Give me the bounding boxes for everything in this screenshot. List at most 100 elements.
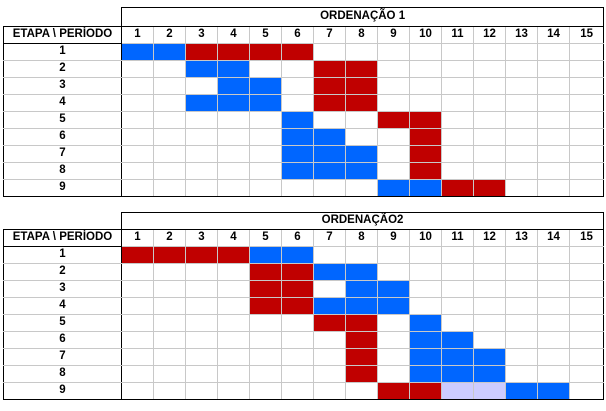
gantt-cell: [537, 314, 570, 332]
gantt-cell-filled: [313, 314, 346, 332]
row-label: 6: [3, 128, 122, 146]
row-label: 1: [3, 43, 122, 61]
gantt-cell: [217, 280, 250, 298]
gantt-cell: [153, 365, 186, 383]
gantt-cell: [473, 297, 506, 315]
gantt-cell-filled: [281, 263, 314, 281]
gantt-cell: [313, 348, 346, 366]
gantt-cell: [568, 246, 605, 264]
gantt-cell-filled: [313, 263, 346, 281]
gantt-cell: [281, 94, 314, 112]
gantt-cell: [377, 128, 410, 146]
gantt-cell-filled: [473, 179, 506, 197]
gantt-cell-filled: [345, 263, 378, 281]
period-header: 2: [153, 229, 186, 247]
gantt-cell: [505, 280, 538, 298]
gantt-cell: [441, 162, 474, 180]
gantt-cell: [505, 43, 538, 61]
gantt-cell: [281, 365, 314, 383]
gantt-cell: [249, 162, 282, 180]
gantt-cell: [313, 111, 346, 129]
gantt-cell-filled: [345, 365, 378, 383]
gantt-cell: [217, 179, 250, 197]
gantt-cell: [568, 145, 605, 163]
gantt-cell-filled: [345, 314, 378, 332]
row-label: 7: [3, 145, 122, 163]
row-label: 8: [3, 365, 122, 383]
gantt-cell: [473, 246, 506, 264]
period-header: 12: [473, 229, 506, 247]
period-header: 7: [313, 229, 346, 247]
schedule-table-1: ORDENAÇÃO 1 ETAPA \ PERÍODO 1 2 3 4 5 6 7 8 9 10 1…: [3, 7, 605, 197]
gantt-cell: [313, 246, 346, 264]
gantt-cell: [345, 128, 378, 146]
gantt-cell: [505, 128, 538, 146]
gantt-cell: [537, 43, 570, 61]
gantt-cell: [537, 280, 570, 298]
period-header: 1: [121, 229, 154, 247]
period-header: 6: [281, 229, 314, 247]
gantt-cell: [441, 297, 474, 315]
schedule-table-2: ORDENAÇÃO2 ETAPA \ PERÍODO 1 2 3 4 5 6 7 8 9 10 11…: [3, 212, 605, 400]
gantt-cell-filled: [441, 348, 474, 366]
gantt-cell: [505, 314, 538, 332]
gantt-cell-filled: [281, 280, 314, 298]
period-header: 13: [505, 229, 538, 247]
gantt-cell-filled: [121, 43, 154, 61]
gantt-cell: [473, 43, 506, 61]
period-header: 5: [249, 26, 282, 44]
gantt-cell-filled: [537, 382, 570, 400]
gantt-cell: [153, 128, 186, 146]
row-label: 1: [3, 246, 122, 264]
gantt-cell-filled: [345, 280, 378, 298]
gantt-cell: [185, 128, 218, 146]
row-label: 3: [3, 280, 122, 298]
gantt-cell-filled: [185, 60, 218, 78]
table-title: ORDENAÇÃO 1: [120, 7, 605, 27]
gantt-cell: [537, 162, 570, 180]
row-label: 3: [3, 77, 122, 95]
gantt-cell-filled: [281, 111, 314, 129]
gantt-cell-filled: [217, 94, 250, 112]
gantt-cell: [185, 382, 218, 400]
gantt-cell-filled: [409, 162, 442, 180]
gantt-cell: [537, 94, 570, 112]
gantt-cell: [409, 77, 442, 95]
gantt-cell: [153, 77, 186, 95]
gantt-cell: [568, 331, 605, 349]
period-header: 11: [441, 229, 474, 247]
gantt-cell-filled: [441, 365, 474, 383]
gantt-cell: [281, 382, 314, 400]
gantt-cell: [121, 365, 154, 383]
period-header: 4: [217, 229, 250, 247]
gantt-cell: [121, 314, 154, 332]
gantt-cell: [505, 60, 538, 78]
gantt-cell: [121, 263, 154, 281]
gantt-cell: [537, 246, 570, 264]
gantt-cell: [377, 263, 410, 281]
gantt-cell: [473, 280, 506, 298]
gantt-cell: [537, 331, 570, 349]
gantt-cell: [249, 365, 282, 383]
gantt-cell: [121, 382, 154, 400]
period-header: 7: [313, 26, 346, 44]
gantt-cell-filled: [281, 128, 314, 146]
gantt-cell: [568, 297, 605, 315]
row-label: 4: [3, 297, 122, 315]
gantt-cell: [217, 314, 250, 332]
gantt-cell-filled: [281, 145, 314, 163]
gantt-cell: [441, 280, 474, 298]
gantt-cell: [153, 348, 186, 366]
gantt-cell: [441, 128, 474, 146]
gantt-cell: [281, 179, 314, 197]
gantt-cell: [473, 94, 506, 112]
gantt-cell-filled: [217, 77, 250, 95]
gantt-cell: [185, 179, 218, 197]
row-label: 5: [3, 314, 122, 332]
gantt-cell: [568, 77, 605, 95]
row-label: 8: [3, 162, 122, 180]
row-label: 4: [3, 94, 122, 112]
gantt-cell-filled: [377, 280, 410, 298]
gantt-cell: [473, 60, 506, 78]
gantt-cell: [281, 348, 314, 366]
